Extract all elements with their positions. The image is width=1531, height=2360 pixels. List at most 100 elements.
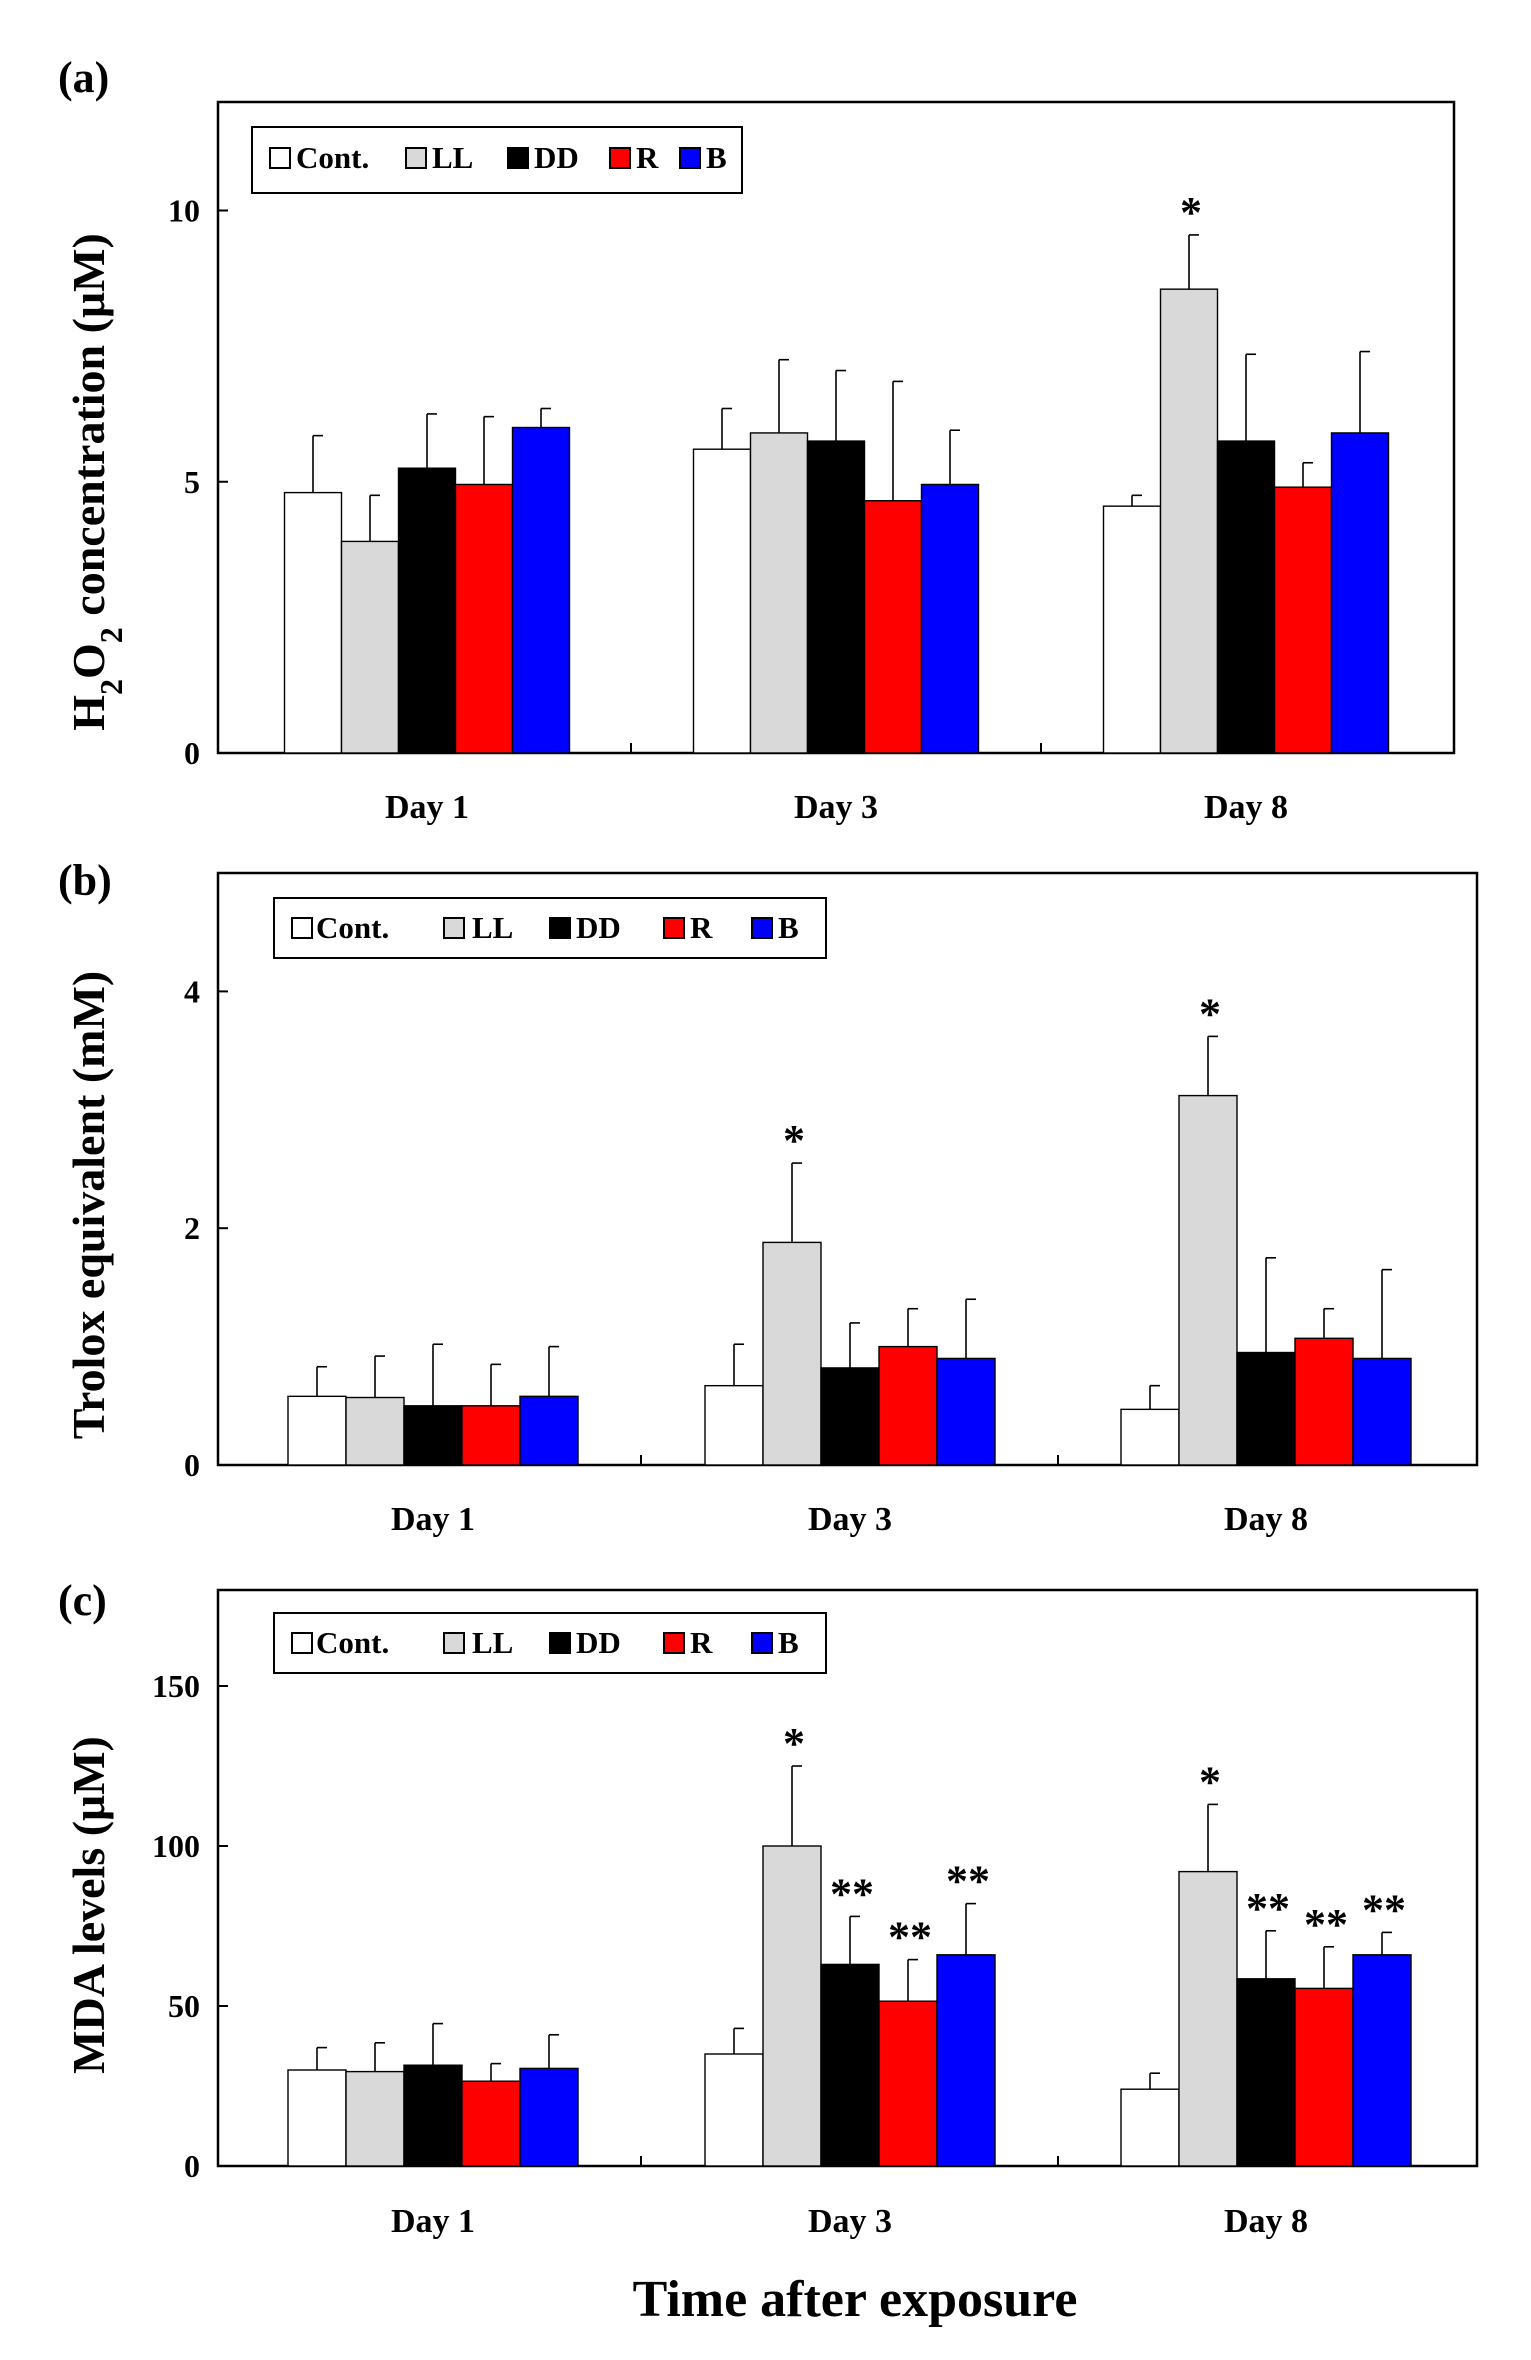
bar-cont-day1 bbox=[287, 1395, 347, 1466]
bar-dd-day1 bbox=[403, 1405, 463, 1466]
bar-b-day3 bbox=[936, 1954, 996, 2167]
bar-r-day3 bbox=[878, 1345, 938, 1466]
bar-ll-day1 bbox=[345, 2070, 405, 2167]
bar-dd-day8 bbox=[1236, 1351, 1296, 1466]
panel-b-xtick-day1: Day 1 bbox=[391, 1501, 475, 1538]
bar-dd-day8 bbox=[1236, 1978, 1296, 2167]
legend-swatch-r bbox=[609, 147, 631, 169]
bar-dd-day3 bbox=[820, 1963, 880, 2167]
panel-b-y-ticks: 0 2 4 bbox=[184, 973, 1059, 1483]
significance-star: * bbox=[783, 1116, 805, 1165]
significance-star: ** bbox=[830, 1869, 874, 1918]
bar-cont-day3 bbox=[704, 2053, 764, 2167]
bar-cont-day1 bbox=[283, 491, 343, 754]
bar-ll-day3 bbox=[762, 1845, 822, 2167]
legend-swatch-ll bbox=[443, 917, 465, 939]
panel-a-ylabel: H2O2 concentration (μM) bbox=[63, 233, 129, 731]
bar-dd-day3 bbox=[820, 1367, 880, 1466]
bar-ll-day8 bbox=[1159, 288, 1219, 754]
significance-star: * bbox=[1199, 1757, 1221, 1806]
panel-a-bars: * bbox=[283, 188, 1390, 754]
panel-a-xtick-day1: Day 1 bbox=[385, 789, 469, 826]
legend-label-cont: Cont. bbox=[296, 140, 369, 175]
bar-ll-day1 bbox=[340, 540, 400, 754]
legend-swatch-r bbox=[663, 917, 685, 939]
panel-a-y-ticks: 0 5 10 bbox=[168, 193, 1042, 771]
legend-swatch-cont bbox=[269, 147, 291, 169]
y-tick-label: 4 bbox=[184, 973, 200, 1009]
panel-c-label: (c) bbox=[58, 1576, 107, 1625]
panel-b-x-labels: Day 1 Day 3 Day 8 bbox=[391, 1501, 1308, 1538]
bar-cont-day8 bbox=[1102, 505, 1162, 754]
panel-b-xtick-day8: Day 8 bbox=[1224, 1501, 1308, 1538]
legend-label-dd: DD bbox=[534, 140, 579, 175]
panel-a: (a) H2O2 concentration (μM) 0 5 10 * Day 1… bbox=[58, 53, 1456, 826]
legend-label-dd: DD bbox=[576, 1625, 621, 1660]
bar-cont-day8 bbox=[1120, 2088, 1180, 2167]
panel-b: (b) Trolox equivalent (mM) 0 2 4 ** Day 1 … bbox=[58, 856, 1479, 1538]
legend-label-r: R bbox=[690, 910, 713, 945]
bar-r-day1 bbox=[461, 2080, 521, 2167]
bar-ll-day1 bbox=[345, 1396, 405, 1466]
y-tick-label: 10 bbox=[168, 193, 200, 229]
bar-cont-day8 bbox=[1120, 1408, 1180, 1466]
panel-a-xtick-day3: Day 3 bbox=[794, 789, 878, 826]
legend-swatch-cont bbox=[291, 917, 313, 939]
legend-label-r: R bbox=[636, 140, 659, 175]
panel-c-xtick-day3: Day 3 bbox=[808, 2203, 892, 2240]
bar-r-day1 bbox=[461, 1405, 521, 1466]
legend-swatch-cont bbox=[291, 1632, 313, 1654]
bar-r-day8 bbox=[1294, 1987, 1354, 2167]
bar-b-day8 bbox=[1330, 432, 1390, 754]
legend-label-ll: LL bbox=[472, 1625, 513, 1660]
legend-label-b: B bbox=[706, 140, 727, 175]
legend-swatch-ll bbox=[405, 147, 427, 169]
bar-r-day3 bbox=[878, 2000, 938, 2167]
bar-b-day1 bbox=[519, 1395, 579, 1466]
panel-b-ylabel: Trolox equivalent (mM) bbox=[63, 971, 114, 1439]
panel-a-legend: Cont. LL DD R B bbox=[251, 126, 743, 194]
bar-r-day1 bbox=[454, 483, 514, 754]
legend-label-b: B bbox=[778, 1625, 799, 1660]
bar-ll-day3 bbox=[762, 1241, 822, 1466]
panel-c-ylabel: MDA levels (μM) bbox=[63, 1736, 114, 2074]
bar-dd-day1 bbox=[397, 467, 457, 754]
y-tick-label: 5 bbox=[184, 464, 200, 500]
legend-swatch-b bbox=[751, 917, 773, 939]
legend-label-cont: Cont. bbox=[316, 1625, 389, 1660]
panel-b-bars: ** bbox=[287, 989, 1412, 1466]
significance-star: * bbox=[1180, 188, 1202, 237]
figure-xlabel: Time after exposure bbox=[633, 2271, 1078, 2328]
panel-c-x-labels: Day 1 Day 3 Day 8 bbox=[391, 2203, 1308, 2240]
panel-a-label: (a) bbox=[58, 53, 109, 102]
y-tick-label: 0 bbox=[184, 735, 200, 771]
significance-star: ** bbox=[1362, 1885, 1406, 1934]
legend-label-dd: DD bbox=[576, 910, 621, 945]
y-tick-label: 100 bbox=[152, 1828, 200, 1864]
legend-label-ll: LL bbox=[472, 910, 513, 945]
panel-c-y-ticks: 0 50 100 150 bbox=[152, 1668, 1059, 2184]
significance-star: ** bbox=[946, 1857, 990, 1906]
y-tick-label: 2 bbox=[184, 1210, 200, 1246]
bar-ll-day8 bbox=[1178, 1870, 1238, 2167]
panel-a-xtick-day8: Day 8 bbox=[1204, 789, 1288, 826]
legend-label-cont: Cont. bbox=[316, 910, 389, 945]
bar-cont-day1 bbox=[287, 2069, 347, 2167]
bar-b-day3 bbox=[936, 1357, 996, 1466]
panel-b-label: (b) bbox=[58, 856, 112, 905]
panel-b-xtick-day3: Day 3 bbox=[808, 1501, 892, 1538]
bar-r-day8 bbox=[1294, 1337, 1354, 1466]
legend-label-ll: LL bbox=[432, 140, 473, 175]
panel-c-xtick-day8: Day 8 bbox=[1224, 2203, 1308, 2240]
bar-b-day1 bbox=[519, 2067, 579, 2167]
bar-dd-day3 bbox=[806, 440, 866, 754]
panel-c-xtick-day1: Day 1 bbox=[391, 2203, 475, 2240]
bar-r-day3 bbox=[863, 500, 923, 754]
significance-star: * bbox=[783, 1719, 805, 1768]
legend-label-r: R bbox=[690, 1625, 713, 1660]
panel-a-x-labels: Day 1 Day 3 Day 8 bbox=[385, 789, 1288, 826]
legend-swatch-dd bbox=[507, 147, 529, 169]
bar-ll-day3 bbox=[749, 432, 809, 754]
y-tick-label: 0 bbox=[184, 1447, 200, 1483]
